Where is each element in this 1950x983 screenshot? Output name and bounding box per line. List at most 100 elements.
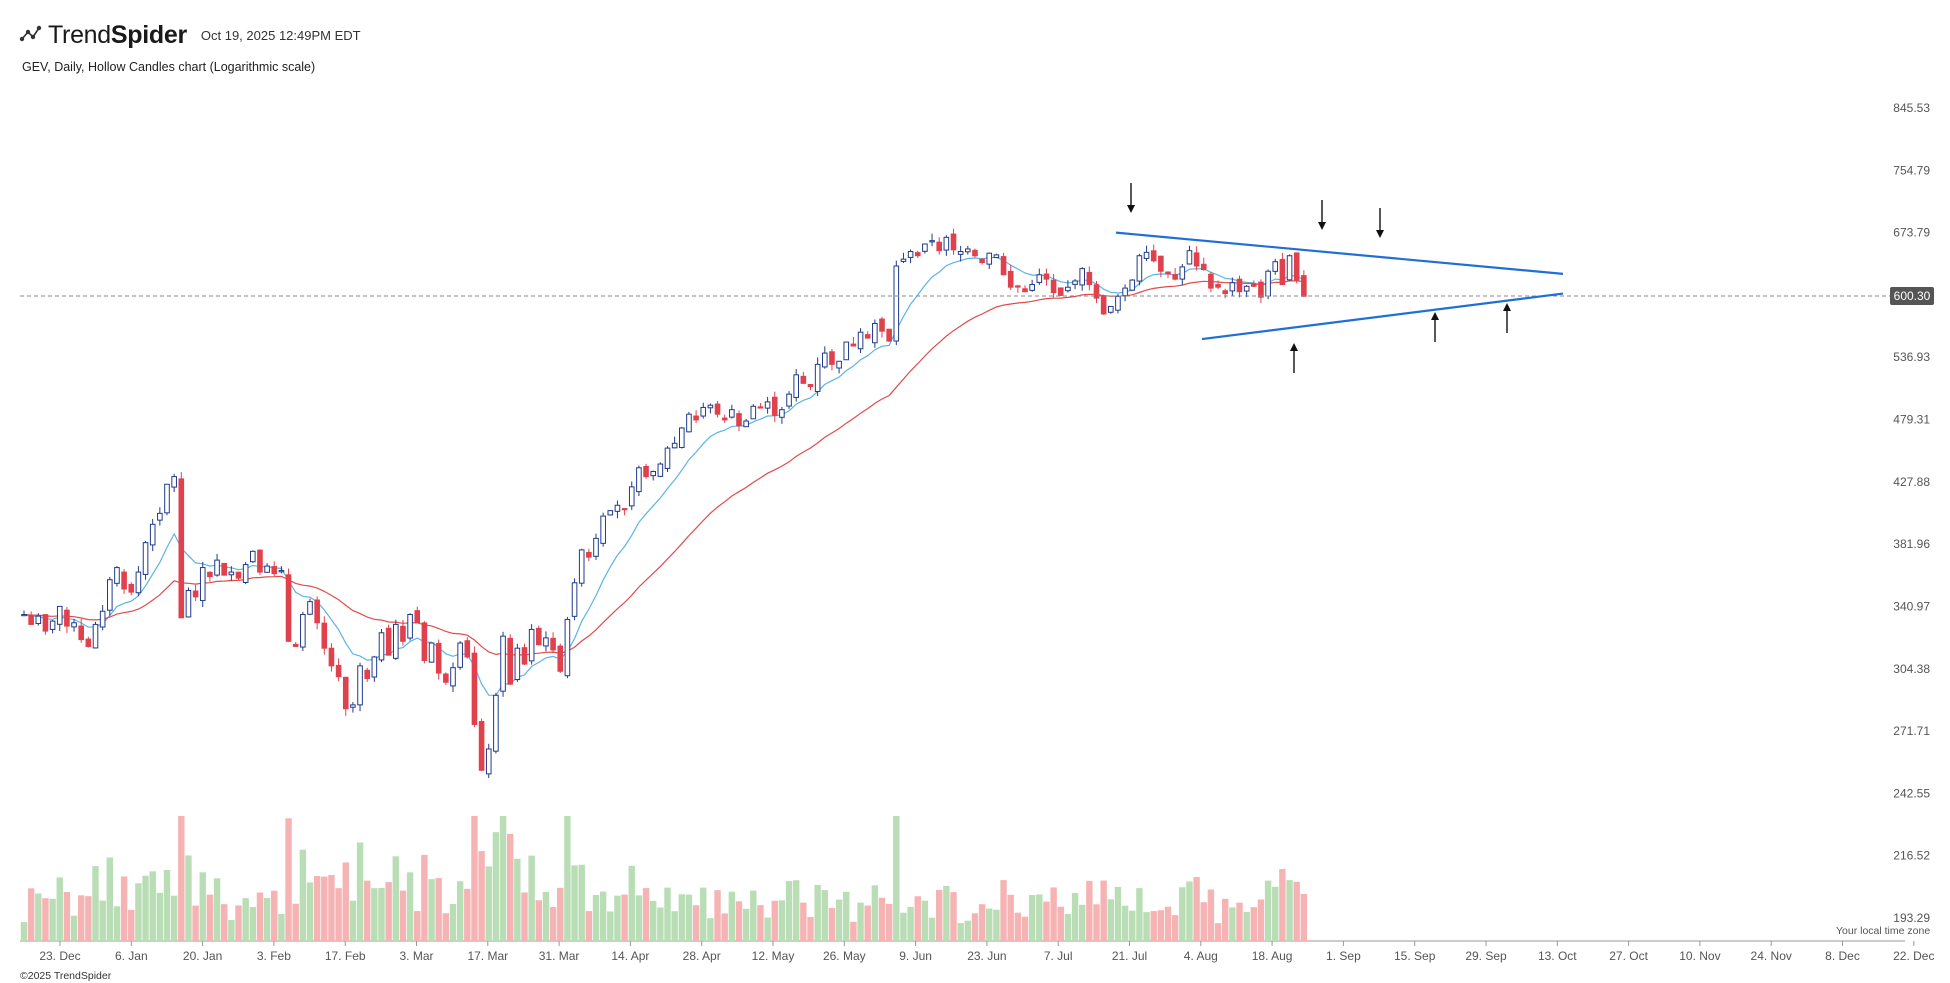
candle-body (164, 483, 170, 514)
candle-body (457, 642, 463, 668)
volume-bar (549, 907, 557, 941)
volume-bar (1293, 881, 1300, 941)
volume-bar (1272, 886, 1279, 941)
candle-body (1100, 295, 1107, 315)
candle-body (1286, 255, 1293, 281)
candle-body (371, 656, 378, 678)
volume-bar (685, 894, 693, 941)
candle-body (521, 647, 528, 665)
candle-body (657, 463, 664, 477)
candle-body (907, 251, 914, 258)
volume-bar (800, 902, 807, 941)
volume-bar (657, 907, 664, 941)
volume-bar (185, 855, 192, 941)
candle-body (857, 331, 864, 350)
volume-bar (642, 888, 650, 941)
volume-bar (70, 915, 78, 941)
candle-body (443, 673, 449, 683)
x-tick-label: 15. Sep (1394, 949, 1436, 963)
volume-bar (263, 897, 271, 941)
candle-body (771, 396, 778, 416)
volume-bar (1164, 906, 1172, 941)
y-tick-label: 193.29 (1893, 911, 1930, 925)
volume-bar (599, 891, 607, 941)
volume-bar (235, 905, 242, 941)
volume-bar (163, 869, 171, 941)
volume-bar (1143, 912, 1150, 941)
volume-bar (63, 892, 71, 941)
x-tick-label: 8. Dec (1825, 949, 1860, 963)
candle-body (1222, 290, 1229, 295)
volume-bar (256, 892, 264, 941)
volume-bar (192, 905, 199, 941)
volume-bar (650, 900, 657, 941)
volume-bar (142, 875, 149, 941)
y-tick-label: 242.55 (1893, 786, 1930, 800)
volume-bar (1136, 888, 1143, 941)
volume-bar (271, 890, 278, 941)
candle-body (829, 351, 835, 365)
candle-body (950, 233, 957, 251)
trendline-upper (1115, 231, 1564, 275)
volume-bar (385, 882, 392, 941)
volume-bar (1179, 887, 1186, 941)
moving-averages (23, 256, 1305, 696)
x-tick-label: 3. Feb (257, 949, 291, 963)
candle-body (385, 627, 392, 656)
candle-body (586, 551, 592, 558)
candle-body (221, 562, 227, 576)
volume-bar (807, 917, 814, 941)
x-tick-label: 23. Jun (967, 949, 1006, 963)
candle-body (1015, 285, 1021, 288)
candle-body (543, 637, 549, 647)
volume-bar (928, 917, 936, 941)
candle-body (643, 465, 649, 478)
candle-body (922, 243, 928, 252)
volume-bar (542, 891, 550, 941)
volume-bar (1264, 880, 1272, 941)
candle-body (671, 442, 678, 449)
annotations: 600.30 (20, 183, 1934, 373)
candle-body (493, 694, 499, 752)
candle-body (822, 352, 828, 368)
volume-bar (564, 816, 571, 941)
candle-body (114, 567, 120, 584)
volume-bar (99, 900, 106, 941)
candle-body (1000, 256, 1007, 276)
volume-bar (27, 888, 35, 941)
candle-body (972, 249, 978, 257)
candle-body (679, 427, 685, 448)
volume-bar (414, 911, 421, 941)
candle-body (350, 704, 356, 708)
candle-body (135, 571, 142, 594)
volume-bar (964, 920, 971, 941)
candle-body (64, 609, 70, 627)
candle-body (1029, 284, 1035, 291)
candle-body (1043, 273, 1050, 280)
candle-body (1143, 251, 1150, 259)
candle-body (92, 623, 99, 649)
candle-body (1065, 286, 1071, 292)
volume-bar (1300, 893, 1308, 941)
candle-body (78, 625, 85, 641)
volume-bar (878, 897, 886, 941)
candle-body (1193, 252, 1200, 267)
candle-body (1279, 258, 1286, 286)
volume-bar (392, 856, 399, 941)
volume-bar (406, 872, 414, 941)
candle-body (342, 676, 349, 710)
volume-bar (671, 911, 678, 941)
candle-body (1251, 283, 1257, 287)
ema-short-line (23, 256, 1305, 696)
x-tick-label: 28. Apr (683, 949, 721, 963)
candle-body (464, 640, 471, 658)
candle-body (357, 665, 363, 706)
candle-body (35, 615, 42, 625)
ema-long-line (23, 280, 1304, 656)
volume-bar (1171, 915, 1179, 941)
candle-body (328, 647, 335, 667)
candle-body (800, 375, 807, 384)
candle-body (693, 415, 699, 421)
candle-body (557, 645, 564, 672)
